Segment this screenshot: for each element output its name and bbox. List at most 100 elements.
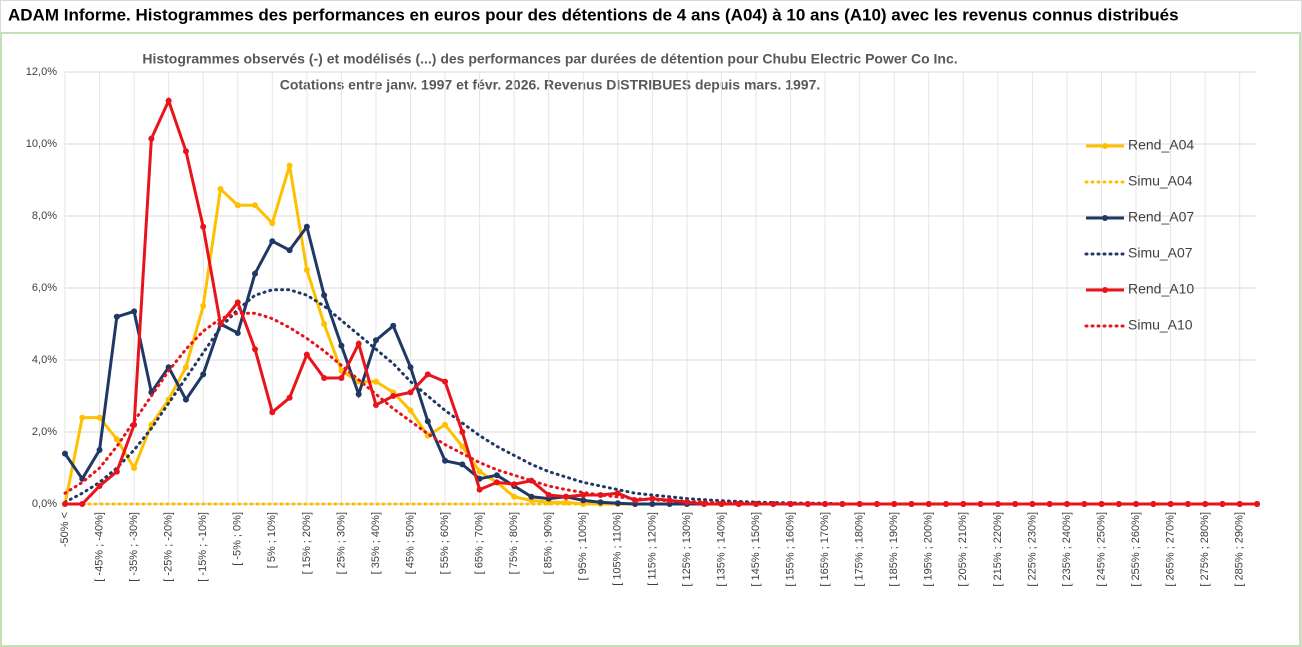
point	[131, 465, 138, 471]
point	[459, 461, 466, 468]
point	[303, 351, 310, 358]
y-tick-label: 2,0%	[32, 426, 57, 438]
point	[511, 493, 518, 500]
x-tick-label: [ 145% ; 150%]	[750, 512, 762, 587]
x-tick-label: [ 85% ; 90%]	[543, 512, 555, 574]
point	[338, 342, 345, 349]
legend-label: Rend_A04	[1128, 137, 1194, 153]
x-tick-label: -50% <	[59, 512, 71, 547]
x-tick-label: [ 95% ; 100%]	[577, 512, 589, 581]
x-tick-label: [ 115% ; 120%]	[646, 512, 658, 586]
point	[891, 501, 898, 507]
point	[269, 220, 276, 227]
x-tick-label: [ 135% ; 140%]	[715, 512, 727, 587]
point	[424, 371, 431, 378]
point	[148, 135, 155, 142]
x-tick-label: [ 105% ; 110%]	[612, 512, 624, 586]
chart-frame	[0, 32, 1301, 647]
x-tick-label: [ 65% ; 70%]	[474, 512, 486, 574]
point	[994, 501, 1001, 507]
y-tick-label: 10,0%	[26, 138, 57, 150]
x-tick-label: [ 5% ; 10%]	[266, 512, 278, 568]
point	[96, 447, 103, 453]
legend-label: Simu_A04	[1128, 173, 1193, 189]
x-tick-label: [ 245% ; 250%]	[1095, 512, 1107, 587]
point	[580, 497, 587, 504]
point	[649, 501, 656, 507]
x-tick-label: [ 265% ; 270%]	[1165, 512, 1177, 587]
point	[1254, 501, 1260, 507]
point	[1029, 501, 1036, 507]
point	[476, 468, 483, 475]
point	[148, 421, 155, 428]
point	[96, 414, 103, 421]
x-tick-label: [ 45% ; 50%]	[404, 512, 416, 574]
x-tick-label: [ 215% ; 220%]	[992, 512, 1004, 587]
chart-title: Histogrammes observés (-) et modélisés (…	[142, 51, 957, 67]
x-tick-label: [ 255% ; 260%]	[1130, 512, 1142, 587]
point	[1150, 501, 1157, 507]
point	[286, 247, 293, 254]
point	[476, 486, 483, 493]
point	[303, 223, 310, 230]
y-tick-label: 12,0%	[26, 66, 57, 78]
x-tick-label: [ 225% ; 230%]	[1026, 512, 1038, 587]
x-tick-label: [ 165% ; 170%]	[819, 512, 831, 587]
x-tick-label: [ -45% ; -40%]	[93, 512, 105, 582]
point	[165, 97, 172, 104]
point	[614, 490, 621, 497]
x-tick-label: [ 235% ; 240%]	[1061, 512, 1073, 587]
header: ADAM Informe. Histogrammes des performan…	[8, 5, 1179, 24]
legend-label: Simu_A07	[1128, 245, 1193, 261]
legend-marker	[1102, 143, 1108, 149]
point	[252, 202, 259, 209]
point	[372, 402, 379, 408]
point	[407, 364, 414, 371]
point	[372, 337, 379, 344]
point	[321, 321, 328, 327]
point	[597, 499, 604, 506]
point	[459, 429, 466, 435]
point	[269, 409, 276, 416]
point	[252, 346, 259, 353]
point	[511, 481, 518, 488]
point	[442, 457, 449, 464]
point	[131, 308, 138, 315]
x-tick-label: [ -5% ; 0%]	[232, 512, 244, 566]
y-tick-label: 0,0%	[32, 498, 57, 510]
point	[217, 186, 224, 192]
x-tick-label: [ 55% ; 60%]	[439, 512, 451, 574]
x-tick-label: [ -15% ; -10%]	[197, 512, 209, 582]
y-tick-label: 8,0%	[32, 210, 57, 222]
point	[234, 330, 241, 336]
x-tick-label: [ 155% ; 160%]	[784, 512, 796, 587]
point	[96, 483, 103, 489]
point	[390, 393, 397, 399]
point	[113, 313, 120, 320]
point	[200, 223, 207, 230]
x-tick-label: [ 35% ; 40%]	[370, 512, 382, 574]
chart-subtitle: Cotations entre janv. 1997 et févr. 2026…	[280, 77, 821, 93]
x-tick-label: [ 75% ; 80%]	[508, 512, 520, 574]
x-tick-label: [ 185% ; 190%]	[888, 512, 900, 587]
point	[493, 472, 500, 479]
point	[286, 394, 293, 401]
point	[424, 418, 431, 425]
point	[493, 479, 500, 486]
x-tick-label: [ 15% ; 20%]	[301, 512, 313, 574]
point	[614, 500, 621, 507]
point	[62, 450, 68, 457]
y-tick-label: 6,0%	[32, 282, 57, 294]
point	[856, 501, 863, 507]
point	[355, 340, 362, 347]
x-tick-label: [ 275% ; 280%]	[1199, 512, 1211, 587]
point	[562, 493, 569, 500]
point	[390, 322, 397, 329]
point	[321, 375, 328, 381]
point	[79, 414, 86, 421]
point	[442, 421, 449, 428]
x-tick-label: [ 125% ; 130%]	[681, 512, 693, 587]
point	[1167, 501, 1174, 507]
point	[286, 162, 293, 169]
